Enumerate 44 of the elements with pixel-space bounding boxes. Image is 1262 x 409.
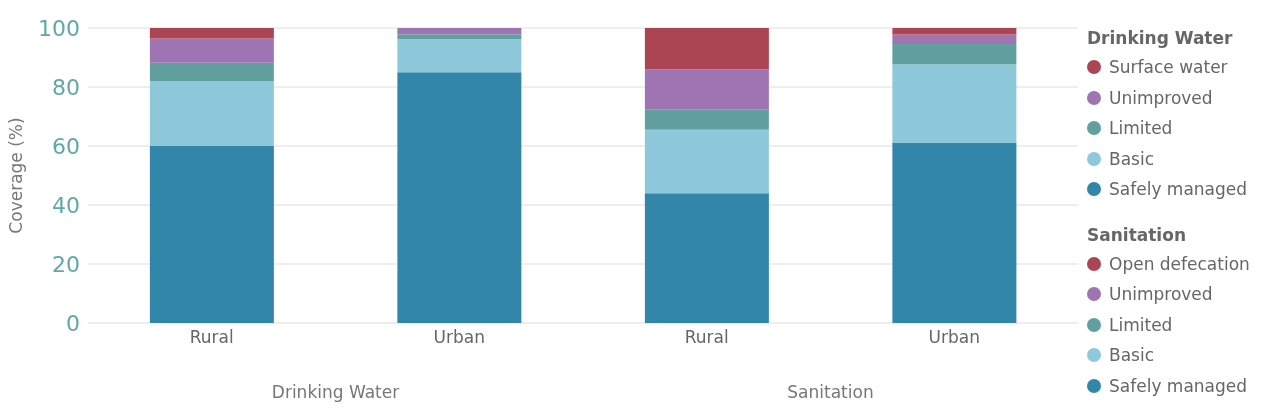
bar <box>397 28 522 35</box>
legend-label: Safely managed <box>1109 179 1248 200</box>
y-tick-label: 0 <box>66 310 80 336</box>
bar <box>892 64 1017 144</box>
legend-label: Safely managed <box>1109 375 1248 396</box>
bar <box>892 28 1017 35</box>
legend-label: Basic <box>1109 148 1155 169</box>
bar <box>644 193 769 323</box>
x-tick-label: Urban <box>433 327 485 348</box>
text: Sanitation <box>787 382 874 402</box>
bar <box>644 109 769 130</box>
y-tick-label: 100 <box>38 15 80 41</box>
y-tick-label: 80 <box>52 74 80 100</box>
legend-label: Unimproved <box>1109 284 1213 305</box>
y-tick-label: 60 <box>52 133 80 159</box>
bar <box>892 143 1017 323</box>
bar <box>644 129 769 194</box>
bar <box>397 72 522 323</box>
legend-label: Unimproved <box>1109 87 1213 108</box>
bar <box>149 62 274 82</box>
bar <box>644 28 769 70</box>
text: Drinking Water <box>271 382 400 402</box>
bar <box>892 43 1017 65</box>
x-tick-label: Urban <box>928 327 980 348</box>
bar <box>397 34 522 40</box>
bar <box>892 34 1017 44</box>
bar <box>149 81 274 146</box>
legend-label: Open defecation <box>1109 253 1250 274</box>
bar <box>149 38 274 63</box>
text: Sanitation <box>1087 223 1187 247</box>
text: Drinking Water <box>1087 27 1234 50</box>
legend-label: Limited <box>1109 118 1173 139</box>
legend-label: Surface water <box>1109 57 1228 78</box>
x-tick-label: Rural <box>684 327 729 348</box>
y-tick-label: 40 <box>52 192 80 218</box>
legend-label: Limited <box>1109 314 1173 335</box>
y-tick-label: 20 <box>52 251 80 277</box>
bar <box>397 39 522 73</box>
bar <box>149 146 274 323</box>
bar <box>644 69 769 110</box>
x-tick-label: Rural <box>189 327 234 348</box>
bar <box>149 28 274 39</box>
y-axis-title: Coverage (%) <box>6 117 27 234</box>
legend-label: Basic <box>1109 345 1155 366</box>
